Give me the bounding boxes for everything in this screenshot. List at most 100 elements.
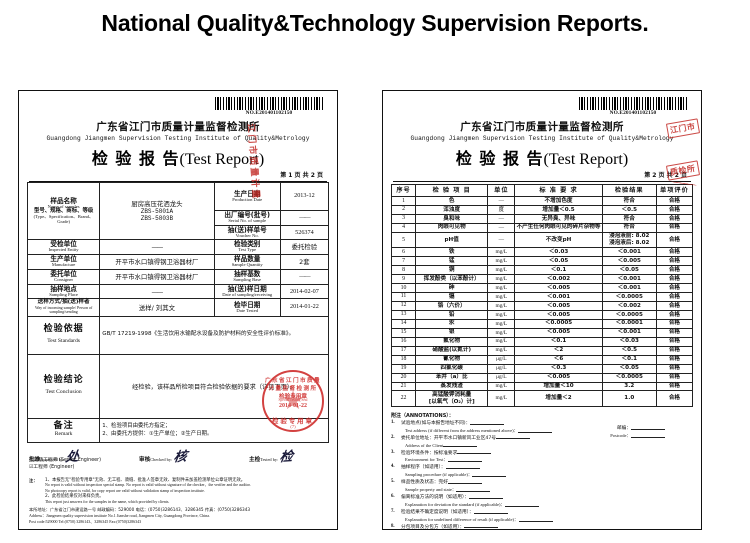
cell-judgement: 合格 — [655, 274, 694, 285]
report-title: 检 验 报 告(Test Report) — [391, 145, 693, 169]
annotation-item: 1. 试验地点(如与本报告地址不同)： Test address (if diffe… — [391, 420, 693, 434]
cell-judgement: 合格 — [655, 372, 694, 383]
cell-no: 16 — [390, 336, 417, 347]
table-row: 22 高锰酸钾消耗量 [以氧气（O₂）计] mg/L 增加量＜2 1.0 合格 — [390, 390, 694, 407]
cell-unit: mg/L — [487, 291, 516, 302]
annotation-text-cn: 抽样程序（如适用）： — [401, 465, 446, 471]
cell-judgement: 合格 — [655, 354, 694, 365]
cell-test-type-label: 检验类别 Test Type — [213, 239, 281, 256]
cell-result: 浸泡液前: 8.02 浸泡液后: 8.02 — [601, 231, 657, 249]
cell-no: 12 — [390, 300, 417, 311]
blank-line — [473, 510, 508, 514]
cell-serial-no-value: —— — [279, 210, 330, 226]
cell-result: ＜0.001 — [601, 247, 657, 258]
table-row: 样品名称 Name of samples 型号、规格、商标、等级 (Type、S… — [26, 181, 330, 241]
cell-item: 挥发酚类（以苯酚计） — [415, 274, 489, 285]
note-en-2: This report just answers for the samples… — [45, 499, 170, 504]
blank-line — [456, 488, 491, 492]
engineer-grade-options: □高级工程师 (Senior Engineer) ☑工程师 (Engineer) — [29, 457, 101, 470]
cell-item: 镉 — [415, 291, 489, 302]
blank-line — [464, 524, 499, 529]
table-row: 送样方式/抽(送)样者 Way of incoming sample/ Pers… — [26, 298, 330, 317]
star-icon: ★ — [281, 385, 305, 416]
blank-line — [447, 480, 482, 484]
test-results-table: 序号 检 验 项 目 单位 标 准 要 求 检验结果 单项评价 1 色 — 不增加色度… — [390, 184, 694, 407]
report-number: NO.E201401102150 — [245, 110, 293, 116]
annotation-index: 3. — [391, 449, 395, 455]
table-row: 18 氰化物 μg/L ＜6 ＜0.1 合格 — [390, 354, 694, 365]
table-row: 20 苯并（a）芘 μg/L ＜0.005 ＜0.0005 合格 — [390, 372, 694, 383]
cell-judgement: 合格 — [655, 318, 694, 329]
cell-judgement: 合格 — [655, 381, 694, 392]
cell-requirement: 增加量＜10 — [514, 381, 603, 392]
cell-judgement: 合格 — [655, 265, 694, 276]
cell-item: 砷 — [415, 283, 489, 293]
cell-remark-label: 备注 Remark — [26, 417, 101, 443]
cell-item: 臭和味 — [415, 213, 489, 224]
cell-judgement: 合格 — [655, 213, 694, 224]
report-title-cn: 检 验 报 告 — [91, 149, 180, 168]
cell-item: 锰 — [415, 256, 489, 267]
annotation-index: 1. — [391, 419, 395, 425]
cell-judgement: 合格 — [655, 300, 694, 311]
cell-requirement: ＜0.005 — [514, 283, 603, 293]
report-title-cn: 检 验 报 告 — [455, 149, 544, 168]
cell-result: ＜0.05 — [601, 363, 657, 374]
cell-judgement: 合格 — [655, 196, 694, 206]
cell-sampling-date-value: 2014-02-07 — [279, 283, 330, 300]
test-results-body: 1 色 — 不增加色度 符合 合格 2 浑浊度度增加量＜0.5 ＜0.5 合格 3 臭和味 — 无异臭、异… — [390, 196, 694, 407]
cell-unit: mg/L — [487, 381, 516, 392]
col-judgement: 单项评价 — [655, 184, 694, 197]
table-row: 委托单位 Consigner 开平市水口镇得钢卫浴器材厂 抽样基数 Sampli… — [26, 268, 330, 285]
cell-item: 铬（六价） — [415, 300, 489, 311]
cell-sampling-place-label: 抽样地点 Sampling Place — [26, 283, 101, 300]
report-number: NO.E201401102150 — [609, 110, 657, 116]
report-title-en: (Test Report) — [179, 151, 265, 168]
cell-no: 10 — [390, 283, 417, 293]
cell-unit: mg/L — [487, 336, 516, 347]
cell-requirement: 不产生任何肉眼可见的碎片杂物等 — [514, 222, 603, 233]
cell-date-tested-label: 检毕日期 Date Tested — [213, 298, 281, 317]
cell-manufacturer-value: 开平市水口镇得钢卫浴器材厂 — [99, 254, 215, 270]
cell-unit: mg/L — [487, 318, 516, 329]
cell-date-tested-value: 2014-01-22 — [279, 298, 330, 317]
cell-unit: mg/L — [487, 274, 516, 285]
cell-result: ＜0.1 — [601, 354, 657, 365]
institute-name-cn: 广东省江门市质量计量监督检测所 — [96, 121, 260, 133]
cell-requirement: 不改变pH — [514, 231, 603, 249]
report-page-1: NO.E201401102150 广东省江门市质量计量监督检测所 Guangdo… — [18, 90, 338, 530]
seal-sub-text: (7) — [290, 423, 296, 429]
blank-line — [496, 435, 531, 440]
cell-sampling-base-value: —— — [279, 268, 330, 285]
annotation-text-en: Address of the Client — [401, 443, 693, 450]
cell-requirement: ＜0.1 — [514, 265, 603, 276]
cell-unit: — — [487, 231, 516, 249]
header-divider — [29, 181, 327, 182]
table-row: 出厂编号(批号) Serial No. of sample —— — [28, 210, 330, 226]
cell-sampling-way-value: 送样/ 刘其文 — [99, 298, 215, 317]
cell-unit: mg/L — [487, 309, 516, 320]
cell-requirement: ＜0.005 — [514, 309, 603, 320]
annotation-index: 5. — [391, 479, 395, 485]
annotation-text-cn: 检验结果不确定度说明（如适用）： — [401, 509, 474, 515]
cell-test-type-value: 委托检验 — [279, 239, 330, 256]
cell-requirement: 增加量＜2 — [514, 390, 603, 407]
cell-item: 浑浊度 — [415, 204, 489, 215]
cell-no: 20 — [390, 372, 417, 383]
signature-approved: 批准Approved by: 处 — [29, 446, 79, 465]
col-no: 序号 — [390, 184, 417, 197]
cell-result: 符合 — [601, 213, 657, 224]
blank-line — [457, 450, 492, 455]
cell-item: 氰化物 — [415, 354, 489, 365]
cell-no: 22 — [390, 390, 417, 407]
blank-line — [631, 434, 665, 439]
cell-unit: mg/L — [487, 256, 516, 267]
table-row: 16 氟化物 mg/L ＜0.1 ＜0.03 合格 — [390, 336, 694, 347]
table-row: 9 挥发酚类（以苯酚计） mg/L ＜0.002 ＜0.001 合格 — [390, 274, 694, 285]
cell-no: 8 — [390, 265, 417, 276]
annotation-text-cn: 偏离标准方法的说明（如适用）： — [401, 495, 469, 501]
table-row: 11 镉 mg/L ＜0.001 ＜0.0005 合格 — [390, 291, 694, 302]
blank-line — [472, 473, 507, 478]
cell-result: ＜0.0001 — [601, 318, 657, 329]
note-en-1b: No photocopy report is valid, for copy r… — [45, 488, 205, 493]
